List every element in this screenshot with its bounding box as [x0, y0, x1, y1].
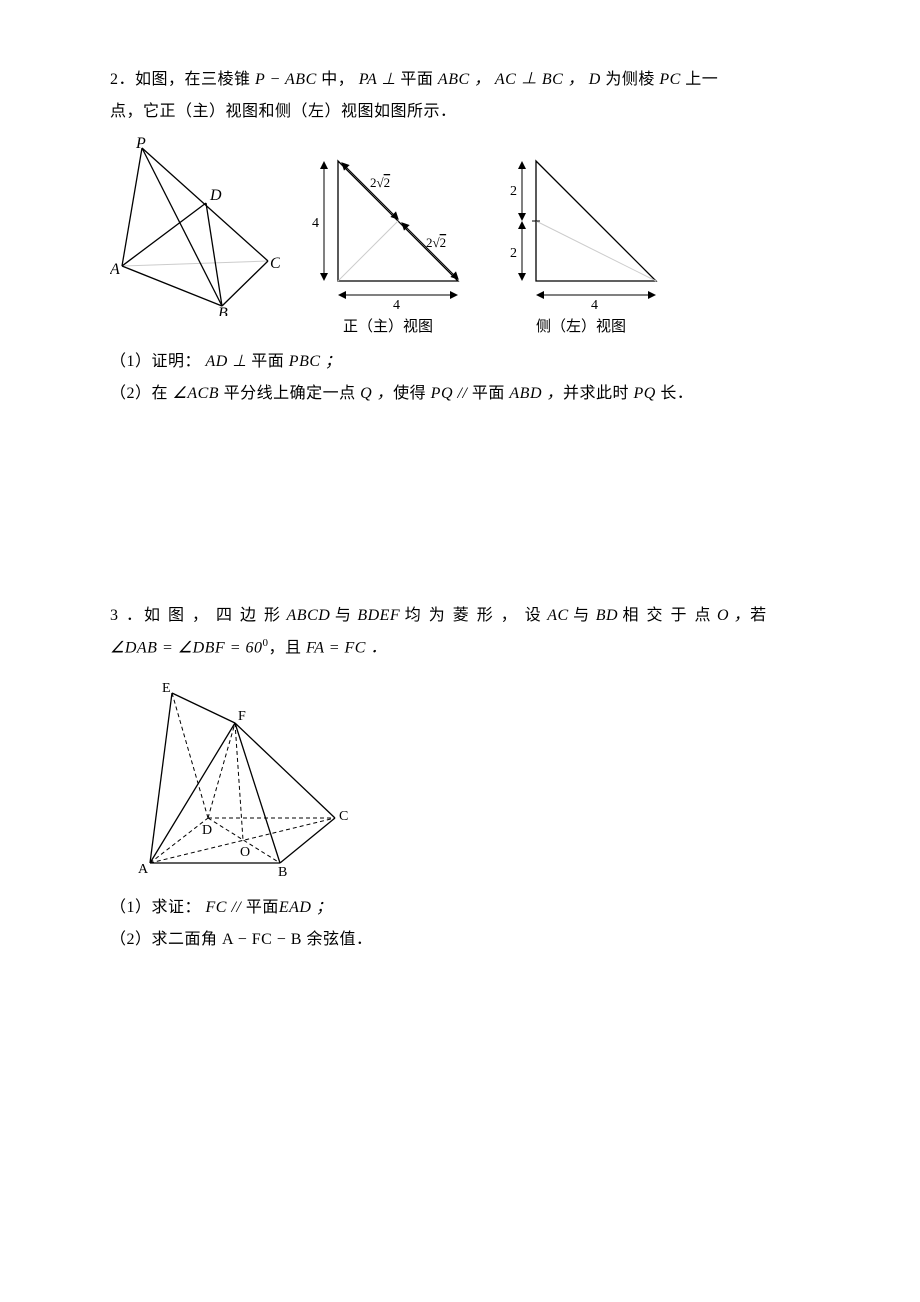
label-B: B	[278, 865, 287, 878]
caption-main: 正（主）视图	[343, 315, 433, 336]
dim-4h: 4	[393, 298, 400, 311]
dim-4v: 4	[312, 216, 319, 231]
dim-2a: 2	[510, 184, 517, 199]
p3-text: 若	[750, 607, 768, 624]
p2-number: 2．	[110, 71, 135, 88]
p3-var: EAD ；	[279, 899, 333, 916]
p3-var: A − FC − B	[218, 931, 307, 948]
label-E: E	[162, 681, 171, 696]
dim-2sqrt2a: 2√2	[370, 175, 390, 190]
p3-var: FC //	[201, 899, 246, 916]
dim-2sqrt2b: 2√2	[426, 235, 446, 250]
p2-text: 长．	[660, 385, 693, 402]
p2-var: PC	[655, 71, 685, 88]
caption-side: 侧（左）视图	[536, 315, 626, 336]
p2-fig-3d: P A C B D	[110, 136, 280, 336]
p3-text: 与	[573, 607, 591, 624]
p2-var: PA ⊥	[354, 71, 400, 88]
p2-text: 并求此时	[563, 385, 629, 402]
p2-figures: P A C B D	[110, 136, 810, 336]
p3-part1-num: （1）求证：	[110, 899, 201, 916]
p2-fig-main: 4 4 2√2 2√2 正（主）视图	[298, 151, 478, 336]
p2-line2: 点，它正（主）视图和侧（左）视图如图所示．	[110, 96, 810, 128]
p3-figure: A B C D O F E	[130, 678, 810, 878]
p2-var: ABC ，	[433, 71, 490, 88]
p3-text: 相 交 于 点	[623, 607, 713, 624]
label-D: D	[202, 823, 212, 838]
p3-line1: 3 ．如 图 ， 四 边 形 ABCD 与 BDEF 均 为 菱 形 ， 设 A…	[110, 600, 810, 632]
p2-var: AC ⊥ BC ，	[491, 71, 585, 88]
p3-var: BD	[591, 607, 622, 624]
p3-text: ，且	[268, 639, 301, 656]
label-C: C	[339, 809, 348, 824]
p2-text: 如图，在三棱锥	[135, 71, 251, 88]
p3-part2-num: （2）求二面角	[110, 931, 218, 948]
p2-part1-num: （1）证明：	[110, 353, 201, 370]
p2-var: PQ //	[426, 385, 472, 402]
p2-var: ∠ACB	[168, 385, 224, 402]
p2-text: 平面	[472, 385, 505, 402]
label-B: B	[218, 305, 228, 316]
p2-fig-side: 2 2 4 侧（左）视图	[496, 151, 666, 336]
p2-var: AD ⊥	[201, 353, 251, 370]
p2-part1: （1）证明： AD ⊥ 平面 PBC ；	[110, 346, 810, 378]
label-F: F	[238, 709, 246, 724]
p3-text: 余弦值．	[306, 931, 372, 948]
p2-text: 平面	[251, 353, 284, 370]
p2-var: Q ，	[356, 385, 394, 402]
label-C: C	[270, 255, 280, 272]
p2-text: 上一	[685, 71, 718, 88]
p2-part2: （2）在 ∠ACB 平分线上确定一点 Q ，使得 PQ // 平面 ABD ，并…	[110, 378, 810, 410]
p3-var: ABCD	[282, 607, 335, 624]
p3-part2: （2）求二面角 A − FC − B 余弦值．	[110, 924, 810, 956]
p2-var: PQ	[629, 385, 660, 402]
p3-var: O ，	[713, 607, 751, 624]
p3-text: 与	[335, 607, 353, 624]
dim-4s: 4	[591, 298, 598, 311]
p3-var: AC	[543, 607, 573, 624]
label-A: A	[138, 862, 149, 877]
svg-mainview: 4 4 2√2 2√2	[298, 151, 478, 311]
p2-text: 平面	[400, 71, 433, 88]
p2-text: 中，	[321, 71, 354, 88]
p2-var: P − ABC	[251, 71, 322, 88]
label-O: O	[240, 845, 250, 860]
p3-var: FA = FC ．	[302, 639, 387, 656]
svg-pabc: P A C B D	[110, 136, 280, 316]
p3-line2: ∠DAB = ∠DBF = 600，且 FA = FC ．	[110, 632, 810, 664]
p3-number: 3 ．	[110, 607, 144, 624]
problem-2: 2．如图，在三棱锥 P − ABC 中， PA ⊥ 平面 ABC ， AC ⊥ …	[110, 64, 810, 410]
svg-sideview: 2 2 4	[496, 151, 666, 311]
svg-rhombus: A B C D O F E	[130, 678, 360, 878]
p2-text: 使得	[393, 385, 426, 402]
p2-line1: 2．如图，在三棱锥 P − ABC 中， PA ⊥ 平面 ABC ， AC ⊥ …	[110, 64, 810, 96]
p3-var: ∠DAB = ∠DBF = 60	[110, 639, 262, 656]
p3-var: BDEF	[353, 607, 405, 624]
p2-part2-num: （2）在	[110, 385, 168, 402]
p3-part1: （1）求证： FC // 平面EAD ；	[110, 892, 810, 924]
dim-2b: 2	[510, 246, 517, 261]
p3-text: 均 为 菱 形 ， 设	[405, 607, 543, 624]
page: 2．如图，在三棱锥 P − ABC 中， PA ⊥ 平面 ABC ， AC ⊥ …	[0, 0, 920, 1302]
p2-text: 平分线上确定一点	[224, 385, 356, 402]
p2-var: PBC ；	[284, 353, 341, 370]
label-P: P	[135, 136, 146, 152]
label-A: A	[110, 261, 120, 278]
p3-text: 平面	[246, 899, 279, 916]
label-D: D	[209, 187, 222, 204]
problem-3: 3 ．如 图 ， 四 边 形 ABCD 与 BDEF 均 为 菱 形 ， 设 A…	[110, 600, 810, 956]
vspace	[110, 450, 810, 600]
p2-var: D	[584, 71, 605, 88]
p2-var: ABD ，	[505, 385, 563, 402]
p2-text: 为侧棱	[605, 71, 655, 88]
p3-text: 如 图 ， 四 边 形	[144, 607, 282, 624]
